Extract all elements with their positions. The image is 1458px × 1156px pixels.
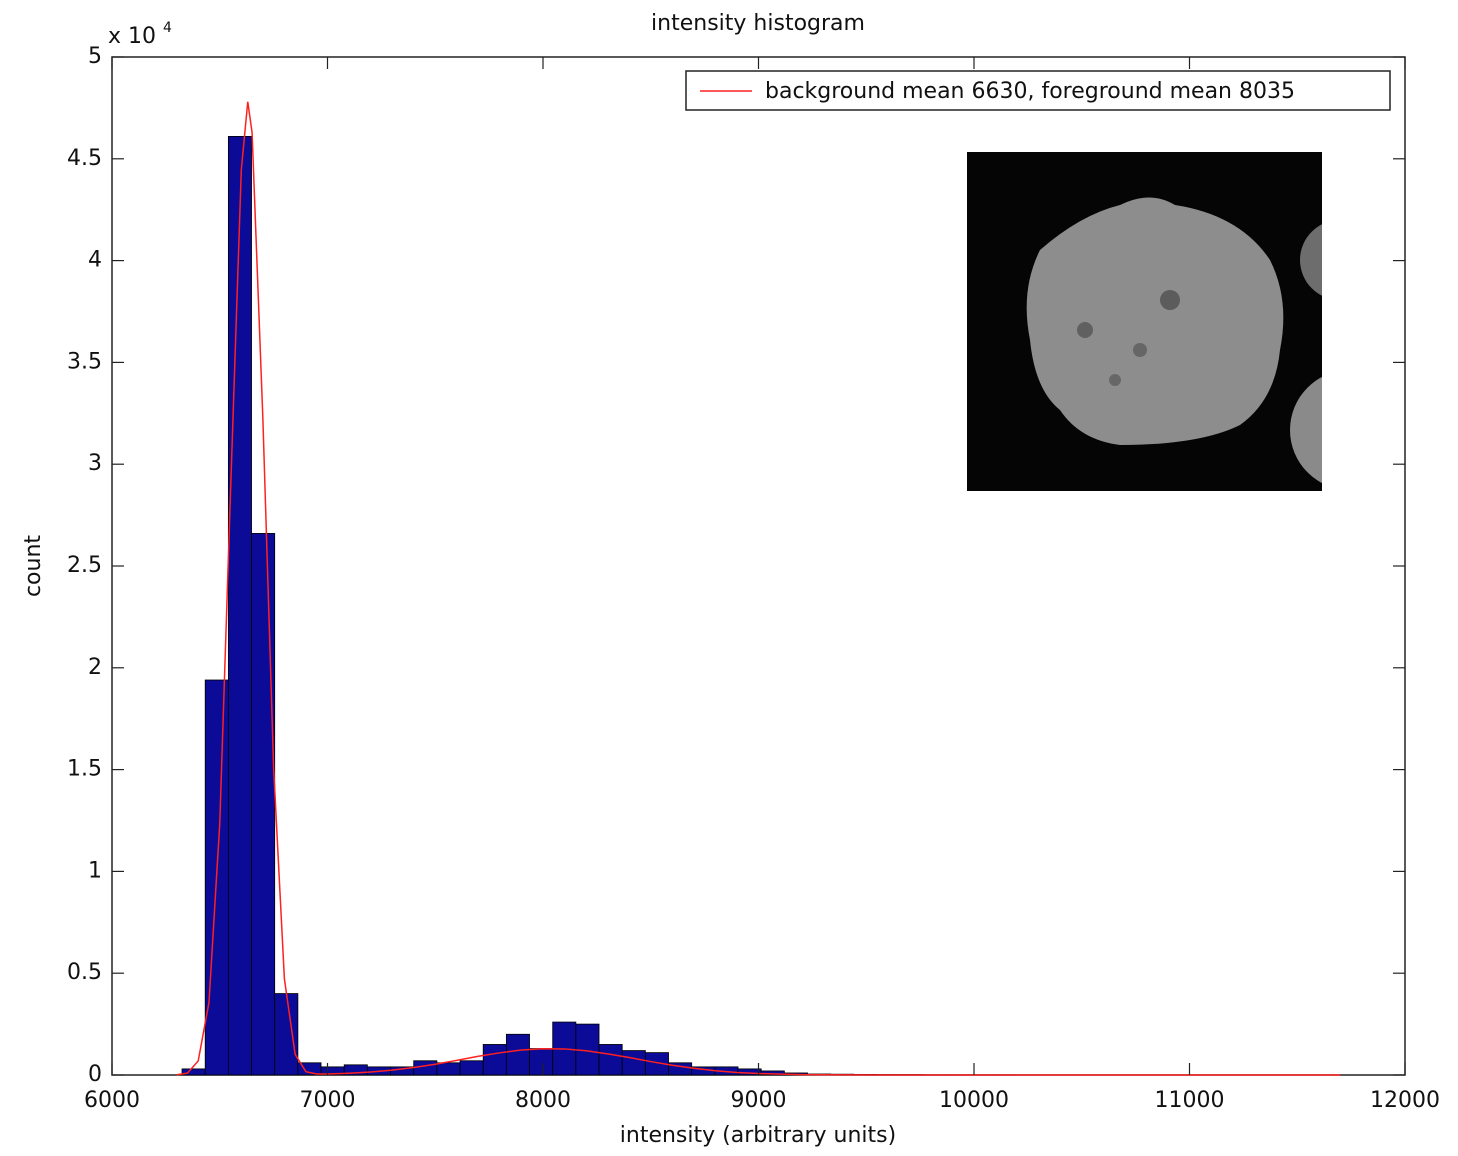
y-tick-label: 0 <box>88 1062 102 1087</box>
legend-label: background mean 6630, foreground mean 80… <box>765 79 1295 104</box>
y-multiplier-exponent: 4 <box>163 20 172 36</box>
bar <box>275 994 298 1075</box>
chart-title: intensity histogram <box>651 11 865 36</box>
legend: background mean 6630, foreground mean 80… <box>686 71 1390 110</box>
y-tick-label: 1.5 <box>67 757 102 782</box>
x-tick-label: 7000 <box>300 1088 356 1113</box>
y-tick-label: 2.5 <box>67 553 102 578</box>
x-tick-label: 8000 <box>515 1088 571 1113</box>
y-tick-label: 4 <box>88 248 102 273</box>
x-tick-label: 6000 <box>84 1088 140 1113</box>
bar <box>252 533 275 1075</box>
x-tick-label: 9000 <box>731 1088 787 1113</box>
x-tick-label: 10000 <box>939 1088 1009 1113</box>
y-axis-label: count <box>21 535 46 597</box>
y-tick-label: 2 <box>88 655 102 680</box>
bar <box>483 1044 506 1075</box>
bar <box>437 1063 460 1075</box>
bar <box>414 1061 437 1075</box>
bar <box>506 1034 529 1075</box>
bar <box>599 1044 622 1075</box>
bar <box>460 1061 483 1075</box>
bar <box>622 1051 645 1075</box>
y-tick-label: 0.5 <box>67 960 102 985</box>
bar <box>530 1049 553 1075</box>
inset-image <box>967 152 1410 491</box>
x-axis-label: intensity (arbitrary units) <box>620 1123 896 1148</box>
y-multiplier: x 10 <box>108 24 156 49</box>
y-tick-label: 1 <box>88 858 102 883</box>
y-tick-label: 3.5 <box>67 349 102 374</box>
y-tick-label: 5 <box>88 44 102 69</box>
x-tick-label: 12000 <box>1370 1088 1440 1113</box>
x-tick-label: 11000 <box>1155 1088 1225 1113</box>
y-tick-label: 3 <box>88 451 102 476</box>
bar <box>228 136 251 1075</box>
y-tick-label: 4.5 <box>67 146 102 171</box>
